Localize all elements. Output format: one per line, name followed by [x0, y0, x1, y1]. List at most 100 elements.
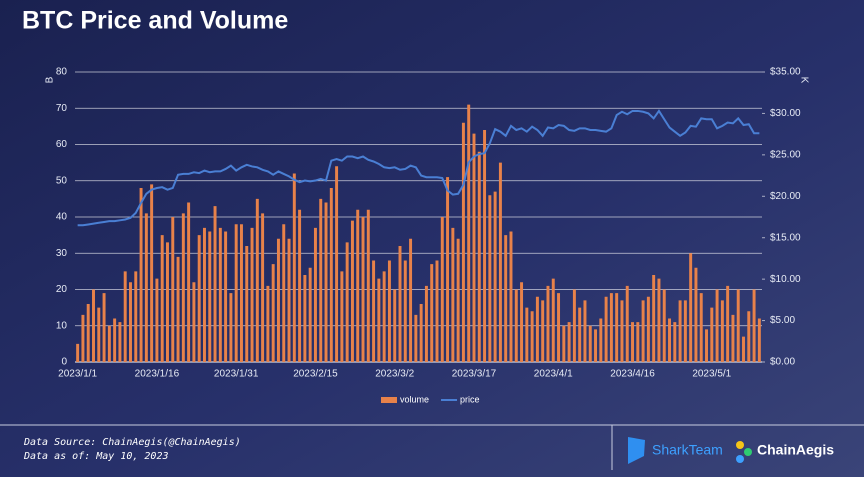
chart-title: BTC Price and Volume — [22, 7, 288, 35]
bar — [472, 133, 476, 362]
bar — [398, 246, 402, 362]
bar — [313, 227, 317, 362]
x-tick-label: 2023/4/1 — [534, 369, 573, 380]
bar — [609, 293, 613, 362]
bar — [720, 300, 724, 362]
y-tick-label: 20 — [56, 284, 68, 295]
bar — [736, 289, 740, 362]
bar — [572, 289, 576, 362]
bar — [271, 264, 275, 362]
bar — [488, 195, 492, 362]
bar — [387, 260, 391, 362]
bar — [134, 271, 138, 362]
bar — [742, 336, 745, 362]
bar — [123, 271, 127, 362]
bar — [335, 166, 339, 362]
bar — [76, 343, 80, 362]
bar — [239, 224, 243, 362]
bar — [583, 300, 587, 362]
y2-tick-label: $10.00 — [770, 274, 801, 285]
bar — [181, 213, 185, 362]
bar — [504, 235, 508, 362]
bar — [345, 242, 349, 362]
y-tick-label: 40 — [56, 212, 68, 223]
bar — [377, 278, 381, 362]
bar — [107, 325, 111, 362]
bar — [292, 173, 296, 362]
bar — [118, 322, 122, 362]
bar — [715, 289, 719, 362]
bar — [683, 300, 687, 362]
bar — [213, 206, 217, 362]
bar — [451, 227, 455, 362]
bar — [530, 311, 534, 362]
bar — [657, 278, 661, 362]
bar — [477, 151, 481, 362]
bar — [567, 322, 571, 362]
bar — [245, 246, 249, 362]
bar — [588, 325, 592, 362]
bar — [689, 253, 693, 362]
y2-tick-label: $25.00 — [770, 149, 801, 160]
bar — [705, 329, 708, 362]
bar — [535, 296, 539, 362]
bar — [393, 289, 397, 362]
bar — [176, 256, 180, 362]
bar — [324, 202, 328, 362]
bar — [218, 227, 222, 362]
bar — [578, 307, 582, 362]
y2-tick-label: $0.00 — [770, 357, 795, 368]
bar — [694, 267, 698, 362]
bar — [129, 282, 132, 362]
bar — [615, 293, 619, 362]
y-tick-label: 0 — [61, 357, 67, 368]
bar — [155, 278, 159, 362]
legend-label: volume — [400, 394, 429, 404]
bar — [224, 231, 228, 362]
bar — [424, 285, 428, 362]
x-tick-label: 2023/4/16 — [610, 369, 655, 380]
bar — [197, 235, 201, 362]
y-tick-label: 50 — [56, 175, 68, 186]
y2-tick-label: $35.00 — [770, 67, 801, 78]
bar — [678, 300, 682, 362]
bar — [329, 188, 333, 362]
bar — [350, 220, 354, 362]
bar — [710, 307, 714, 362]
bar — [636, 322, 640, 362]
bar — [340, 271, 344, 362]
bar — [467, 104, 471, 362]
bar — [662, 289, 666, 362]
bar — [430, 264, 434, 362]
bar — [266, 285, 270, 362]
bar — [757, 318, 761, 362]
bar — [160, 235, 164, 362]
y-tick-label: 70 — [56, 103, 68, 114]
bar — [229, 293, 233, 362]
bar — [113, 318, 117, 362]
sharkteam-icon — [628, 437, 645, 464]
bar — [498, 162, 502, 362]
bar — [641, 300, 645, 362]
bar — [86, 304, 90, 362]
bar — [557, 293, 561, 362]
bar — [509, 231, 513, 362]
bar — [461, 122, 465, 362]
y-axis-label: B — [45, 76, 56, 83]
bar — [303, 275, 307, 362]
y2-tick-label: $15.00 — [770, 232, 801, 243]
y2-tick-label: $5.00 — [770, 315, 795, 326]
legend-label: price — [460, 394, 480, 404]
bar — [414, 314, 418, 362]
bar — [166, 242, 169, 362]
legend-swatch — [381, 397, 397, 403]
bar — [97, 307, 101, 362]
bar — [150, 184, 154, 362]
bar — [356, 209, 360, 362]
bar — [81, 314, 85, 362]
y-tick-label: 80 — [56, 67, 68, 78]
price-line — [77, 109, 760, 227]
data-date: Data as of: May 10, 2023 — [23, 451, 169, 462]
bar — [403, 260, 407, 362]
